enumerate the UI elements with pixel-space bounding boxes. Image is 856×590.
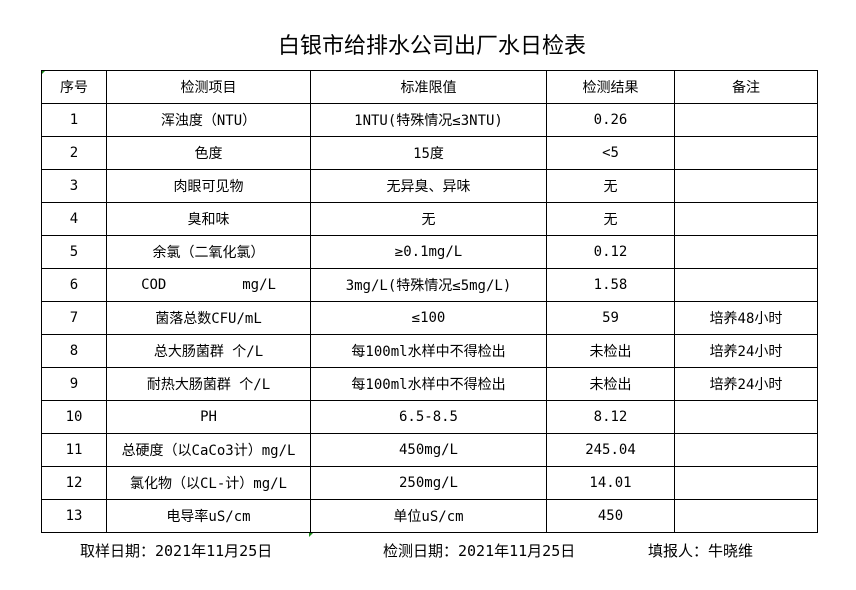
table-cell: 3mg/L(特殊情况≤5mg/L) [310,268,547,302]
table-row: 3 肉眼可见物 无异臭、异味无 [41,169,818,203]
table-cell: 7 [41,301,107,335]
table-cell: 15度 [310,136,547,170]
table-cell: 4 [41,202,107,236]
table-cell: 10 [41,400,107,434]
table-cell: 无 [546,202,675,236]
table-row: 11 总硬度（以CaCo3计）mg/L 450mg/L 245.04 [41,433,818,467]
table-cell: 1 [41,103,107,137]
table-cell: 浑浊度（NTU） [106,103,311,137]
table-cell: 肉眼可见物 [106,169,311,203]
table-cell: 未检出 [546,367,675,401]
table-row: 2 色度 15度 <5 [41,136,818,170]
table-cell: 无 [546,169,675,203]
table-cell [674,499,818,533]
table-cell: 11 [41,433,107,467]
table-cell: 0.26 [546,103,675,137]
table-cell: 无 [310,202,547,236]
table-header-row: 序号 检测项目 标准限值 检测结果 备注 [41,70,818,104]
header-cell: 标准限值 [310,70,547,104]
table-cell: COD mg/L [106,268,311,302]
table-cell: 245.04 [546,433,675,467]
table-cell: <5 [546,136,675,170]
table-cell: ≥0.1mg/L [310,235,547,269]
table-cell: 2 [41,136,107,170]
table-cell: 9 [41,367,107,401]
table-cell [674,169,818,203]
table-cell: 59 [546,301,675,335]
header-cell: 序号 [41,70,107,104]
table-cell: ≤100 [310,301,547,335]
header-cell: 检测结果 [546,70,675,104]
table-cell: 450 [546,499,675,533]
table-cell [674,433,818,467]
table-cell: 6 [41,268,107,302]
table-row: 6 COD mg/L 3mg/L(特殊情况≤5mg/L) 1.58 [41,268,818,302]
table-cell: 6.5-8.5 [310,400,547,434]
table-cell [674,103,818,137]
table-cell: 5 [41,235,107,269]
table-cell: 12 [41,466,107,500]
table-row: 12 氯化物（以CL-计）mg/L 250mg/L 14.01 [41,466,818,500]
table-row: 7 菌落总数CFU/mL ≤100 59 培养48小时 [41,301,818,335]
header-cell: 备注 [674,70,818,104]
cell-marker [309,532,314,537]
table-cell: 总大肠菌群 个/L [106,334,311,368]
table-cell: 氯化物（以CL-计）mg/L [106,466,311,500]
table-cell: 0.12 [546,235,675,269]
table-cell: 菌落总数CFU/mL [106,301,311,335]
table-cell: 培养24小时 [674,367,818,401]
table-cell: 8.12 [546,400,675,434]
table-row: 5 余氯（二氧化氯） ≥0.1mg/L 0.12 [41,235,818,269]
table-row: 4 臭和味无无 [41,202,818,236]
table-cell [674,235,818,269]
table-cell: 每100ml水样中不得检出 [310,367,547,401]
table-cell: 单位uS/cm [310,499,547,533]
table-cell: 未检出 [546,334,675,368]
table-cell: 13 [41,499,107,533]
sample-date: 取样日期：2021年11月25日 [80,542,273,560]
reporter: 填报人：牛晓维 [648,542,754,560]
table-cell: 450mg/L [310,433,547,467]
table-cell: 每100ml水样中不得检出 [310,334,547,368]
table-cell [674,400,818,434]
table-row: 1 浑浊度（NTU） 1NTU(特殊情况≤3NTU) 0.26 [41,103,818,137]
table-row: 13 电导率uS/cm 单位uS/cm 450 [41,499,818,533]
table-cell: 培养24小时 [674,334,818,368]
table-cell [674,202,818,236]
table-cell: 250mg/L [310,466,547,500]
inspection-table: 序号 检测项目 标准限值 检测结果 备注 1 浑浊度（NTU） 1NTU(特殊情况≤3NTU… [41,70,818,533]
table-row: 8 总大肠菌群 个/L 每100ml水样中不得检出 未检出 培养24小时 [41,334,818,368]
table-cell: 耐热大肠菌群 个/L [106,367,311,401]
table-cell: 臭和味 [106,202,311,236]
table-row: 9 耐热大肠菌群 个/L 每100ml水样中不得检出 未检出 培养24小时 [41,367,818,401]
table-cell: 1NTU(特殊情况≤3NTU) [310,103,547,137]
table-cell: 3 [41,169,107,203]
table-cell [674,136,818,170]
table-cell: 余氯（二氧化氯） [106,235,311,269]
table-cell: 1.58 [546,268,675,302]
table-cell: PH [106,400,311,434]
table-cell [674,466,818,500]
table-cell [674,268,818,302]
table-cell: 色度 [106,136,311,170]
table-cell: 8 [41,334,107,368]
table-cell: 培养48小时 [674,301,818,335]
table-row: 10 PH 6.5-8.5 8.12 [41,400,818,434]
table-cell: 14.01 [546,466,675,500]
header-cell: 检测项目 [106,70,311,104]
table-cell: 无异臭、异味 [310,169,547,203]
page-title: 白银市给排水公司出厂水日检表 [277,34,586,59]
table-cell: 电导率uS/cm [106,499,311,533]
table-cell: 总硬度（以CaCo3计）mg/L [106,433,311,467]
test-date: 检测日期：2021年11月25日 [383,542,576,560]
